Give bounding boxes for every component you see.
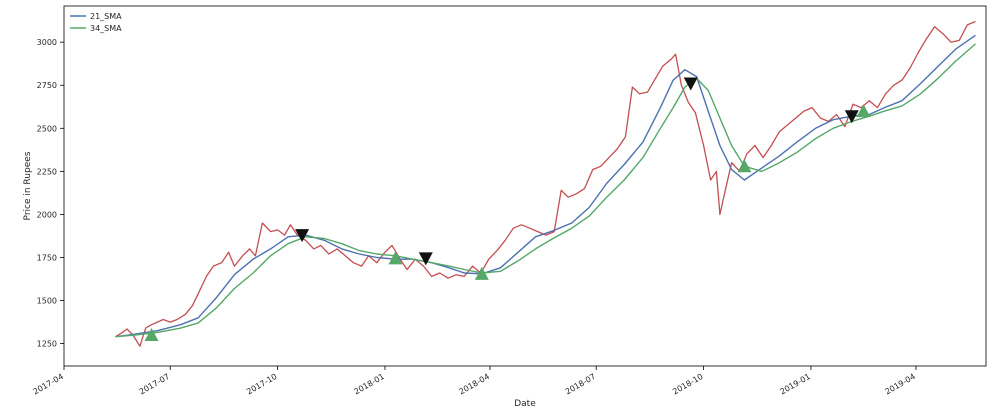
legend-label-34-sma: 34_SMA (90, 24, 122, 33)
x-tick-label: 2019-04 (884, 372, 917, 397)
y-tick-label: 1500 (37, 297, 57, 306)
x-tick-label: 2019-01 (778, 372, 811, 397)
signal-markers (144, 77, 871, 341)
series-line-34-sma (115, 43, 976, 338)
sell-signal-marker (418, 252, 433, 266)
legend: 21_SMA 34_SMA (70, 12, 122, 33)
plot-area (63, 5, 987, 367)
y-tick-label: 2250 (37, 167, 57, 176)
x-axis-ticks: 2017-04 2017-07 2017-10 2018-01 2018-04 2018-… (32, 366, 917, 396)
price-line (115, 20, 976, 347)
x-tick-label: 2018-07 (564, 372, 597, 397)
buy-signal-marker (856, 104, 871, 118)
sell-signal-marker (844, 110, 859, 124)
legend-label-21-sma: 21_SMA (90, 12, 122, 21)
y-tick-label: 2750 (37, 81, 57, 90)
y-tick-label: 3000 (37, 38, 57, 47)
x-tick-label: 2017-04 (32, 372, 65, 397)
buy-signal-marker (474, 266, 489, 280)
buy-signal-marker (388, 251, 403, 265)
x-tick-label: 2018-10 (671, 372, 704, 397)
series-layer (115, 20, 976, 347)
y-axis-label: Price in Rupees (23, 151, 33, 220)
y-tick-label: 1250 (37, 340, 57, 349)
x-tick-label: 2018-01 (352, 372, 385, 397)
x-axis-label: Date (514, 399, 536, 409)
y-tick-label: 2000 (37, 210, 57, 219)
y-tick-label: 2500 (37, 124, 57, 133)
x-tick-label: 2017-07 (138, 372, 171, 397)
buy-signal-marker (144, 327, 159, 341)
x-tick-label: 2018-04 (458, 372, 491, 397)
series-line-21-sma (115, 34, 976, 338)
buy-signal-marker (737, 159, 752, 173)
sell-signal-marker (295, 229, 310, 243)
y-axis-ticks: 1250 1500 1750 2000 2250 2500 2750 3000 (37, 38, 64, 349)
y-tick-label: 1750 (37, 253, 57, 262)
sell-signal-marker (683, 77, 698, 91)
x-tick-label: 2017-10 (245, 372, 278, 397)
